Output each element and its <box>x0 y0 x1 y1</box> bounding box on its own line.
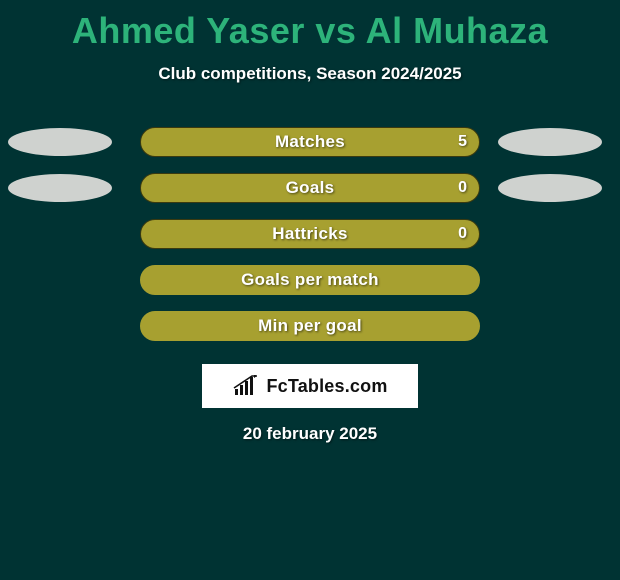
barchart-icon <box>232 375 260 397</box>
stat-label: Goals <box>286 178 335 198</box>
stat-row-goals: Goals 0 <box>0 172 620 204</box>
stat-bar-matches: Matches 5 <box>140 127 480 157</box>
stats-container: Matches 5 Goals 0 Hattricks 0 Goals per … <box>0 126 620 342</box>
stat-label: Matches <box>275 132 345 152</box>
subtitle: Club competitions, Season 2024/2025 <box>0 64 620 84</box>
logo-text: FcTables.com <box>266 376 387 397</box>
date-text: 20 february 2025 <box>0 424 620 444</box>
stat-bar-hattricks: Hattricks 0 <box>140 219 480 249</box>
ellipse-left-matches <box>8 128 112 156</box>
page-title: Ahmed Yaser vs Al Muhaza <box>0 0 620 52</box>
stat-bar-goals: Goals 0 <box>140 173 480 203</box>
stat-row-matches: Matches 5 <box>0 126 620 158</box>
stat-label: Goals per match <box>241 270 379 290</box>
stat-label: Hattricks <box>272 224 347 244</box>
stat-bar-goals-per-match: Goals per match <box>140 265 480 295</box>
ellipse-right-matches <box>498 128 602 156</box>
stat-row-hattricks: Hattricks 0 <box>0 218 620 250</box>
stat-row-min-per-goal: Min per goal <box>0 310 620 342</box>
stat-value-right: 0 <box>458 225 467 243</box>
logo-box: FcTables.com <box>202 364 418 408</box>
stat-value-right: 5 <box>458 133 467 151</box>
stat-value-right: 0 <box>458 179 467 197</box>
stat-row-goals-per-match: Goals per match <box>0 264 620 296</box>
ellipse-right-goals <box>498 174 602 202</box>
ellipse-left-goals <box>8 174 112 202</box>
stat-label: Min per goal <box>258 316 362 336</box>
stat-bar-min-per-goal: Min per goal <box>140 311 480 341</box>
